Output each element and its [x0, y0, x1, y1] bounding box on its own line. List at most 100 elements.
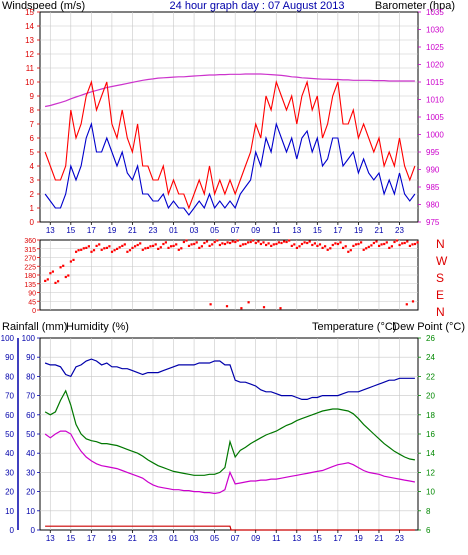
direction-ylabel: 45: [28, 299, 36, 306]
direction-point: [347, 250, 350, 253]
direction-point: [108, 245, 111, 248]
temperature-ylabel: 14: [426, 449, 435, 458]
direction-point: [67, 274, 70, 277]
direction-point: [203, 241, 206, 245]
climate-xlabel: 23: [395, 534, 404, 543]
barometer-ylabel: 980: [426, 201, 440, 210]
direction-point: [324, 245, 327, 248]
direction-point: [103, 247, 106, 250]
direction-point: [172, 244, 175, 247]
compass-label: S: [436, 271, 444, 285]
direction-point: [262, 306, 266, 309]
direction-point: [354, 243, 358, 246]
climate-xlabel: 21: [375, 534, 384, 543]
barometer-ylabel: 1020: [426, 61, 444, 70]
direction-point: [141, 248, 144, 251]
windspeed-ylabel: 10: [25, 78, 34, 87]
direction-ylabel: 270: [24, 256, 36, 263]
direction-point: [272, 243, 275, 246]
compass-label: N: [436, 237, 445, 251]
windspeed-ylabel: 9: [30, 92, 35, 101]
direction-point: [413, 242, 417, 246]
direction-point: [90, 250, 93, 253]
direction-point: [234, 240, 237, 244]
direction-point: [390, 245, 393, 248]
rainfall-ylabel: 100: [1, 334, 15, 343]
wind-xlabel: 13: [292, 226, 301, 235]
direction-point: [82, 247, 85, 250]
direction-point: [213, 240, 216, 244]
wind-xlabel: 17: [87, 226, 96, 235]
direction-point: [193, 242, 196, 246]
climate-xlabel: 17: [87, 534, 96, 543]
direction-point: [54, 281, 57, 284]
direction-point: [95, 244, 98, 247]
chart-title: 24 hour graph day : 07 August 2013: [170, 0, 345, 12]
wind-xlabel: 23: [395, 226, 404, 235]
direction-point: [139, 242, 142, 245]
temperature-line: [44, 389, 416, 476]
direction-ylabel: 360: [24, 238, 36, 245]
direction-point: [75, 250, 78, 253]
direction-point: [162, 242, 165, 246]
direction-point: [329, 247, 332, 250]
direction-point: [77, 249, 80, 252]
wind-xlabel: 03: [190, 226, 199, 235]
climate-xlabel: 15: [66, 534, 75, 543]
barometer-ylabel: 1000: [426, 131, 444, 140]
direction-point: [388, 246, 391, 249]
direction-point: [411, 243, 414, 246]
humidity-ylabel: 20: [26, 488, 35, 497]
direction-point: [154, 243, 157, 246]
direction-point: [385, 241, 388, 244]
direction-point: [131, 246, 134, 249]
wind-xlabel: 17: [333, 226, 342, 235]
humidity-ylabel: 70: [26, 392, 35, 401]
direction-point: [59, 266, 62, 269]
direction-point: [275, 242, 278, 246]
windspeed-ylabel: 8: [30, 106, 35, 115]
direction-point: [406, 240, 409, 243]
direction-point: [121, 244, 124, 247]
direction-point: [380, 243, 383, 246]
climate-xlabel: 21: [128, 534, 137, 543]
windspeed-ylabel: 15: [25, 8, 34, 17]
direction-point: [223, 242, 227, 246]
direction-point: [342, 246, 345, 249]
direction-point: [170, 245, 173, 248]
direction-point: [116, 247, 119, 250]
direction-point: [365, 247, 368, 250]
direction-point: [316, 244, 319, 247]
direction-point: [144, 247, 147, 250]
direction-point: [69, 260, 72, 263]
direction-point: [208, 244, 211, 247]
humidity-ylabel: 60: [26, 411, 35, 420]
direction-point: [372, 241, 375, 245]
direction-point: [313, 242, 316, 245]
direction-point: [267, 242, 270, 245]
temperature-ylabel: 26: [426, 334, 435, 343]
rainfall-ylabel: 30: [5, 468, 14, 477]
direction-point: [370, 244, 373, 247]
direction-point: [277, 241, 280, 244]
direction-point: [149, 245, 152, 248]
direction-point: [280, 241, 283, 245]
direction-point: [247, 241, 250, 244]
direction-ylabel: 315: [24, 247, 36, 254]
direction-point: [198, 246, 201, 249]
direction-point: [211, 243, 214, 246]
rainfall-ylabel: 60: [5, 411, 14, 420]
wind-xlabel: 21: [375, 226, 384, 235]
wind-xlabel: 05: [210, 226, 219, 235]
direction-point: [225, 305, 229, 308]
direction-point: [249, 240, 252, 244]
temperature-ylabel: 20: [426, 392, 435, 401]
climate-xlabel: 11: [272, 534, 281, 543]
direction-point: [290, 244, 293, 247]
direction-point: [367, 245, 370, 248]
direction-point: [254, 241, 257, 245]
direction-point: [152, 244, 155, 247]
compass-label: W: [436, 254, 448, 268]
direction-point: [236, 239, 239, 242]
